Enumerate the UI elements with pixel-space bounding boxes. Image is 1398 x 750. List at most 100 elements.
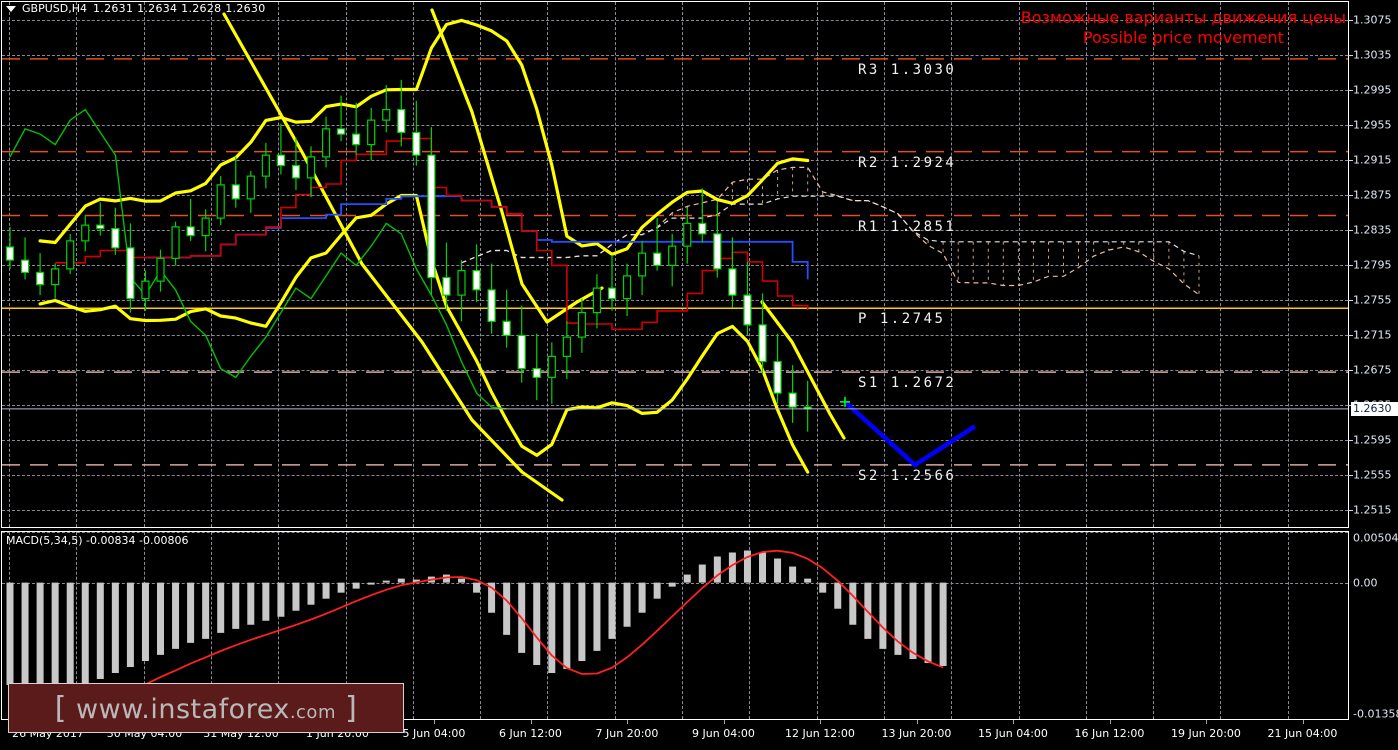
- forecast-title-en: Possible price movement: [1082, 28, 1284, 47]
- gridline-v: [1018, 2, 1020, 527]
- macd-indicator-label: MACD(5,34,5) -0.00834 -0.00806: [6, 534, 189, 547]
- price-axis-tick: 1.2755: [1353, 293, 1392, 306]
- price-axis-tickmark: [1348, 404, 1353, 406]
- time-axis-tickmark: [820, 720, 821, 724]
- ma-descending-left: [222, 12, 564, 502]
- gridline-h: [2, 229, 1348, 231]
- price-axis-tickmark: [1348, 229, 1353, 231]
- ichimoku-chikou-span: [9, 108, 507, 410]
- gridline-v: [1220, 2, 1222, 527]
- gridline-v: [1085, 532, 1087, 719]
- gridline-v: [547, 532, 549, 719]
- forecast-title: Возможные варианты движения цены Possibl…: [1021, 8, 1346, 48]
- candle-body: [442, 277, 451, 296]
- candle-body: [653, 252, 662, 266]
- price-axis-tickmark: [1348, 439, 1353, 441]
- ohlc-values: 1.2631 1.2634 1.2628 1.2630: [92, 2, 266, 15]
- candle-body: [487, 289, 496, 322]
- candle-body: [788, 392, 797, 408]
- gridline-v: [816, 532, 818, 719]
- candle-body: [186, 226, 195, 237]
- time-axis-tick: 5 Jun 04:00: [402, 727, 466, 740]
- watermark-text: [ www.instaforex.com ]: [55, 691, 358, 726]
- gridline-v: [412, 532, 414, 719]
- time-axis-tickmark: [1013, 720, 1014, 724]
- price-axis-tick: 1.2875: [1353, 188, 1392, 201]
- gridline-v: [682, 2, 683, 527]
- candle-body: [20, 259, 30, 273]
- price-axis-tick: 1.3075: [1353, 13, 1392, 26]
- price-chart-pane[interactable]: [2, 2, 1348, 527]
- candle-body: [261, 154, 270, 177]
- candle-body: [592, 287, 602, 314]
- candle-body: [66, 240, 75, 270]
- ichimoku-tenkan-sen: [55, 137, 809, 331]
- candle-body: [352, 133, 361, 146]
- time-axis-tick: 6 Jun 12:00: [499, 727, 562, 740]
- time-axis-tick: 13 Jun 20:00: [881, 727, 952, 740]
- candle-body: [517, 334, 526, 370]
- price-axis[interactable]: 1.3075 1.3035 1.2995 1.2955 1.2915 1.2875 1.28…: [1348, 0, 1398, 721]
- triangle-down-icon[interactable]: [6, 5, 16, 12]
- candle-body: [35, 271, 45, 286]
- time-axis-tick: 21 Jun 04:00: [1267, 727, 1338, 740]
- candle-body: [171, 226, 180, 259]
- gridline-h: [2, 19, 1348, 21]
- forecast-title-ru: Возможные варианты движения цены: [1020, 8, 1346, 27]
- bollinger-lower-band: [38, 193, 810, 474]
- gridline-v: [749, 532, 751, 719]
- time-axis-tickmark: [1206, 720, 1207, 724]
- gridline-h: [2, 532, 1348, 533]
- gridline-v: [210, 532, 212, 719]
- price-axis-tick: 1.2915: [1353, 153, 1392, 166]
- gridline-v: [816, 2, 818, 527]
- gridline-h: [2, 299, 1348, 301]
- gridline-v: [412, 2, 414, 527]
- pivot-label-s1: S1 1.2672: [858, 375, 957, 392]
- watermark-domain: www.instaforex: [76, 693, 290, 725]
- candle-body: [713, 233, 722, 270]
- time-axis-tick: 12 Jun 12:00: [785, 727, 855, 740]
- candle-body: [532, 368, 541, 378]
- symbol-info-bar[interactable]: GBPUSD,H4 1.2631 1.2634 1.2628 1.2630: [6, 2, 266, 15]
- time-axis-tickmark: [723, 720, 725, 724]
- candle-body: [577, 312, 587, 338]
- gridline-v: [749, 2, 751, 527]
- macd-indicator-pane[interactable]: [2, 532, 1348, 719]
- gridline-v: [951, 532, 953, 719]
- gridline-v: [682, 532, 683, 719]
- gridline-v: [1085, 2, 1087, 527]
- macd-axis-tick: 0.00: [1353, 576, 1378, 590]
- candle-body: [382, 109, 391, 121]
- price-axis-tickmark: [1348, 194, 1353, 196]
- gridline-v: [480, 2, 482, 527]
- price-axis-tickmark: [1348, 19, 1353, 21]
- forecast-path-line: [843, 400, 977, 468]
- price-axis-tickmark: [1348, 124, 1353, 126]
- gridline-v: [345, 2, 347, 527]
- gridline-v: [1153, 2, 1155, 527]
- candle-body: [698, 222, 707, 235]
- gridline-v: [278, 2, 280, 527]
- candle-body: [607, 287, 617, 300]
- price-axis-tick: 1.2595: [1353, 433, 1392, 446]
- gridline-v: [210, 2, 212, 527]
- candle-body: [276, 154, 285, 167]
- gridline-h: [2, 439, 1348, 441]
- candle-body: [728, 268, 737, 296]
- symbol-timeframe-label: GBPUSD,H4: [22, 2, 87, 15]
- candle-body: [231, 184, 240, 200]
- candle-body: [668, 245, 677, 266]
- candle-body: [321, 128, 331, 158]
- price-axis-tickmark: [1348, 299, 1353, 301]
- gridline-v: [1018, 532, 1020, 719]
- pivot-label-r3: R3 1.3030: [858, 61, 957, 78]
- candle-body: [547, 355, 556, 378]
- gridline-v: [278, 532, 280, 719]
- price-axis-tick: 1.2795: [1353, 258, 1392, 271]
- gridline-v: [547, 2, 549, 527]
- watermark-bracket-close: ]: [345, 690, 358, 726]
- candle-body: [457, 270, 466, 296]
- candle-body: [111, 228, 120, 249]
